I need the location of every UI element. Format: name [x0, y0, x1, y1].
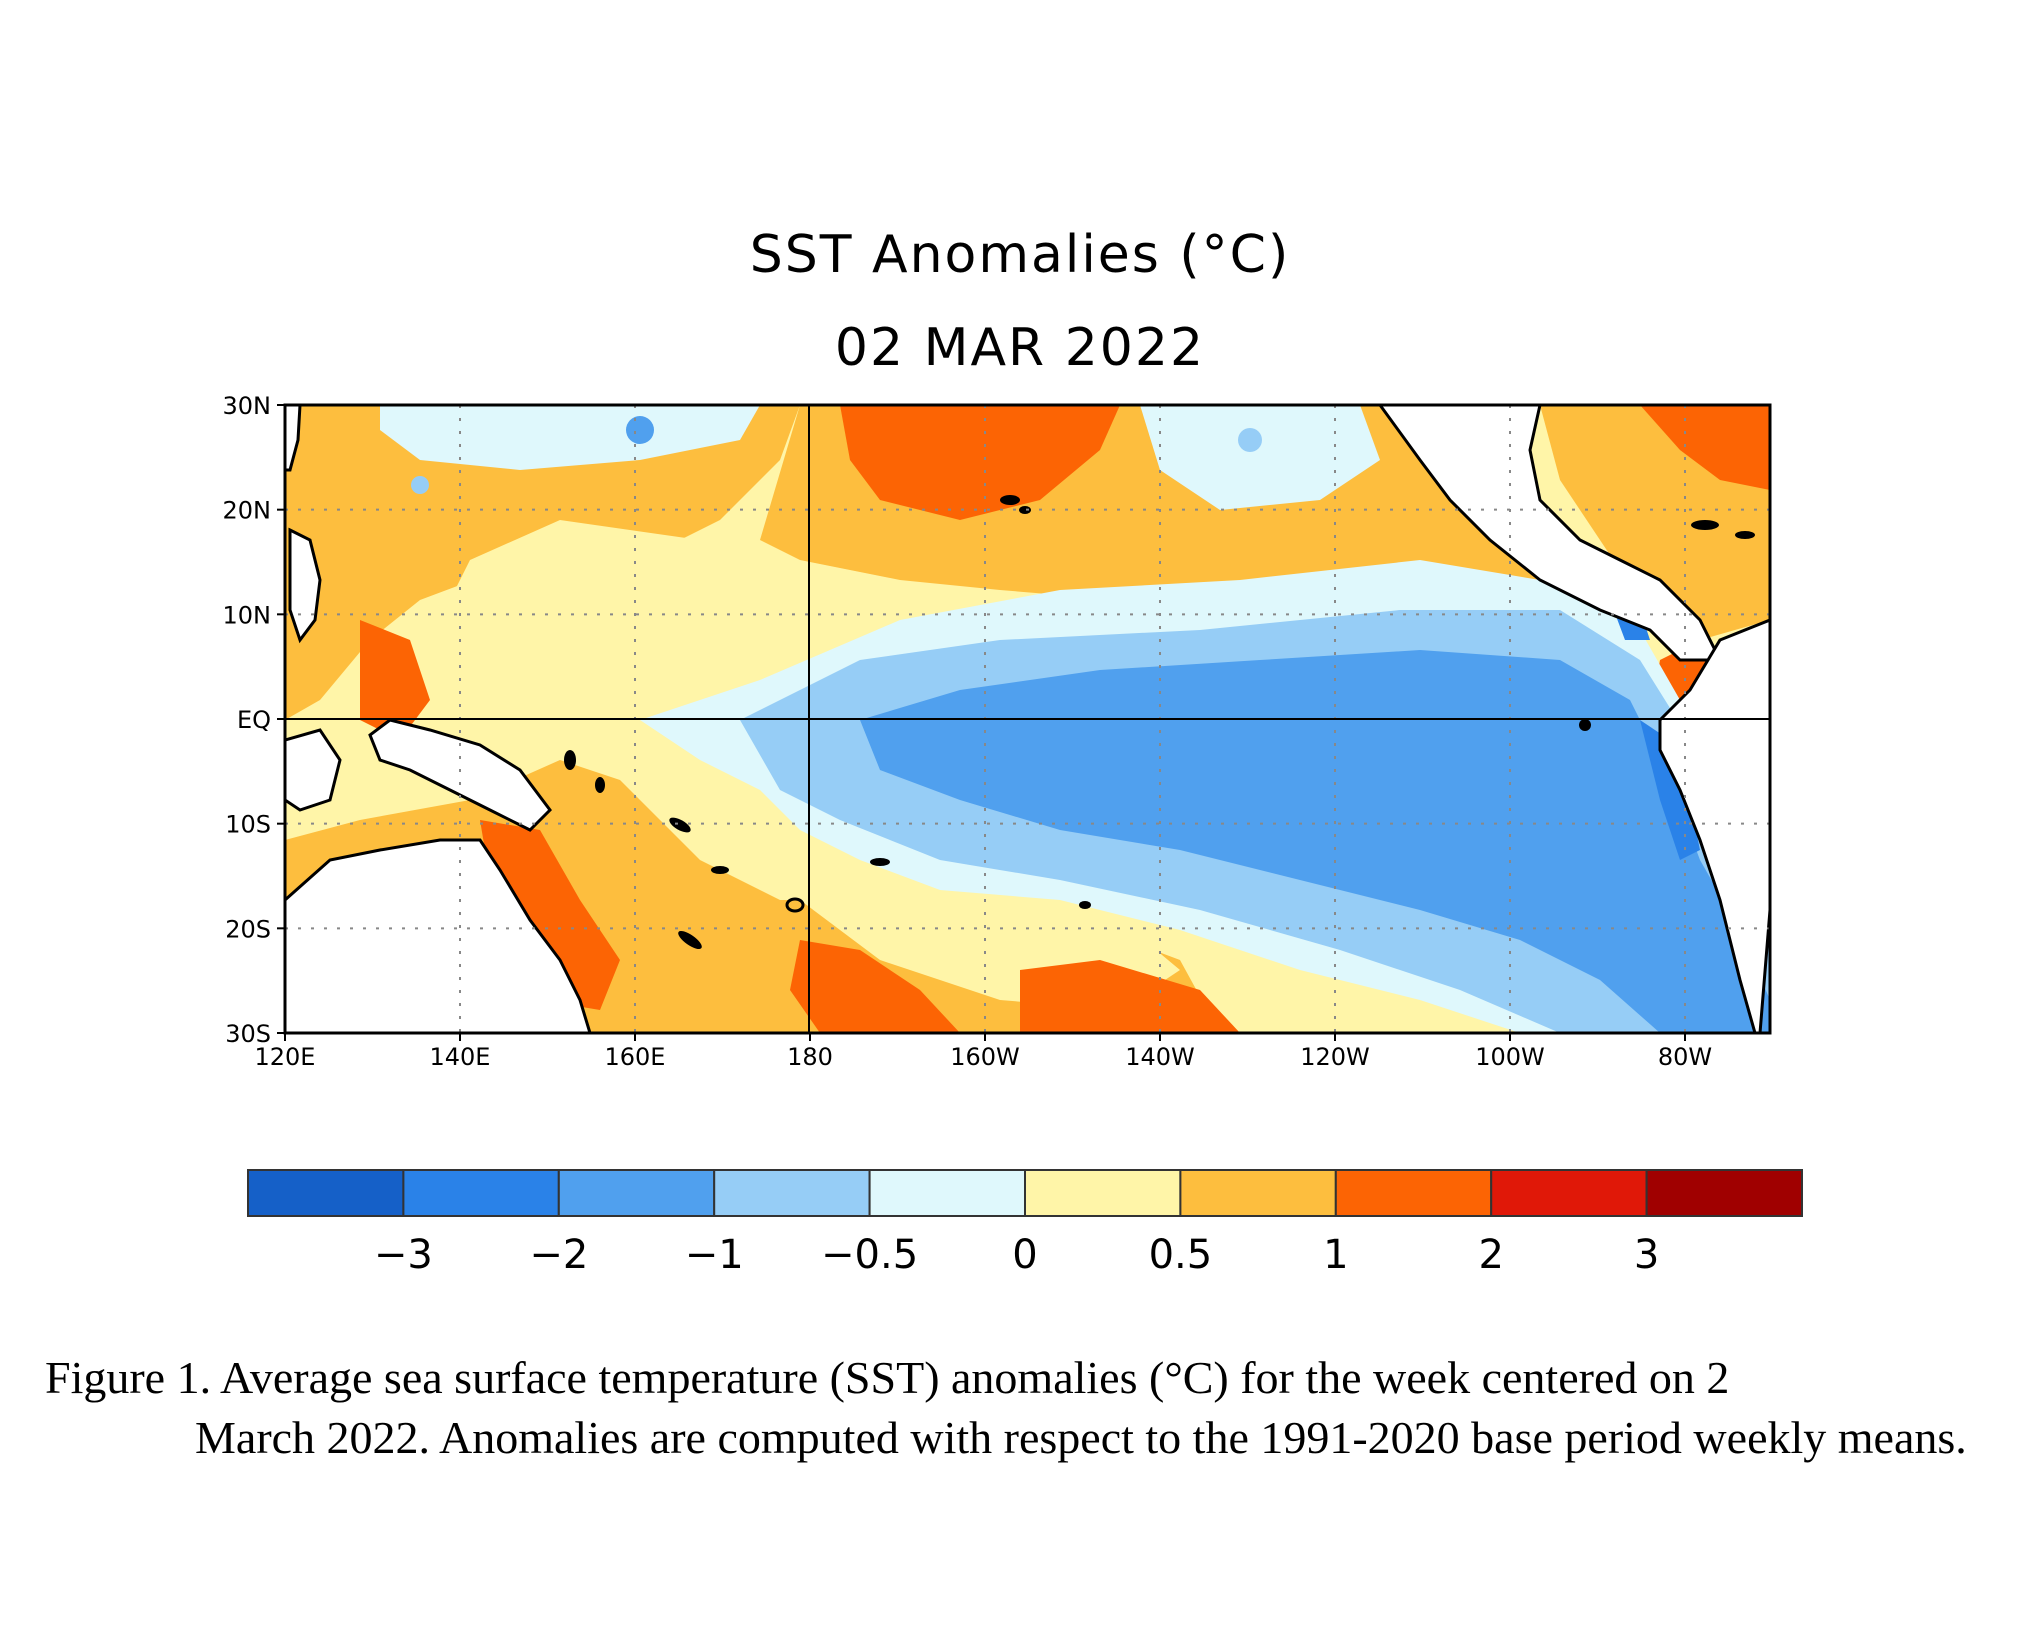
longitude-labels: 120E 140E 160E 180 160W 140W 120W 100W 80W	[255, 1033, 1712, 1071]
colorbar-label: 2	[1478, 1232, 1503, 1278]
strong-warm-region	[360, 620, 430, 740]
map-date: 02 MAR 2022	[834, 318, 1206, 378]
colorbar-label: 0.5	[1149, 1232, 1213, 1278]
colorbar-swatch	[247, 1169, 405, 1217]
island-caribbean	[1735, 531, 1755, 539]
land-australia	[285, 838, 592, 1033]
colorbar-label: −1	[685, 1232, 744, 1278]
island	[1000, 495, 1020, 505]
colorbar-swatch	[1490, 1169, 1648, 1217]
colorbar-label: −3	[374, 1232, 433, 1278]
strong-warm-region	[1020, 960, 1240, 1033]
colorbar-swatch	[868, 1169, 1026, 1217]
island	[595, 777, 605, 793]
colorbar-label: −0.5	[821, 1232, 918, 1278]
colorbar-label: 0	[1012, 1232, 1037, 1278]
colorbar-labels: −3 −2 −1 −0.5 0 0.5 1 2 3	[374, 1232, 1659, 1278]
land-indonesia	[285, 728, 342, 812]
island	[669, 817, 691, 833]
colorbar-swatch	[402, 1169, 560, 1217]
latitude-tick-label: 30S	[225, 1020, 271, 1048]
cool-anomaly-region	[860, 650, 1770, 1033]
land-asia-taiwan	[285, 405, 302, 472]
colorbar-swatch	[1179, 1169, 1337, 1217]
colorbar-swatch	[713, 1169, 871, 1217]
latitude-tick-label: 30N	[223, 392, 272, 420]
latitude-tick-label: 10S	[225, 811, 271, 839]
colorbar-label: 1	[1323, 1232, 1348, 1278]
figure-caption: Figure 1. Average sea surface temperatur…	[45, 1348, 2005, 1468]
island	[678, 930, 702, 950]
strong-warm-region	[840, 405, 1120, 520]
strong-cool-region	[1640, 720, 1700, 860]
map-title: SST Anomalies (°C)	[749, 225, 1291, 285]
caption-continuation: March 2022. Anomalies are computed with …	[195, 1412, 1967, 1463]
latitude-tick-label: 10N	[223, 601, 272, 629]
island	[870, 858, 890, 866]
island	[564, 750, 576, 770]
latitude-tick-label: EQ	[237, 706, 271, 734]
island-galapagos	[1579, 719, 1591, 731]
longitude-tick-label: 140E	[430, 1043, 491, 1071]
island	[711, 866, 729, 874]
cool-spot	[626, 416, 654, 444]
weak-cool-region	[1140, 405, 1380, 510]
latitude-tick-label: 20S	[225, 915, 271, 943]
island	[1019, 506, 1031, 514]
strong-warm-region	[1640, 405, 1770, 490]
cool-spot	[1238, 428, 1262, 452]
colorbar-swatch	[557, 1169, 716, 1217]
cool-spot	[411, 476, 429, 494]
strong-warm-region	[790, 940, 960, 1033]
colorbar	[247, 1169, 1803, 1217]
land-philippines	[288, 527, 322, 644]
longitude-tick-label: 160E	[605, 1043, 666, 1071]
colorbar-label: −2	[529, 1232, 588, 1278]
longitude-tick-label: 80W	[1658, 1043, 1712, 1071]
island	[785, 897, 805, 913]
longitude-tick-label: 140W	[1125, 1043, 1195, 1071]
colorbar-label: 3	[1634, 1232, 1659, 1278]
longitude-tick-label: 180	[787, 1043, 833, 1071]
land-new-guinea	[368, 718, 552, 832]
island	[1079, 901, 1091, 909]
latitude-tick-label: 20N	[223, 497, 272, 525]
colorbar-swatch	[1334, 1169, 1493, 1217]
weak-warm-region	[440, 520, 780, 700]
island-caribbean	[1691, 520, 1719, 530]
longitude-tick-label: 160W	[950, 1043, 1020, 1071]
caption-first-line: Figure 1. Average sea surface temperatur…	[45, 1352, 1730, 1403]
longitude-tick-label: 120E	[255, 1043, 316, 1071]
latitude-labels: 30N 20N 10N EQ 10S 20S 30S	[223, 392, 285, 1048]
longitude-tick-label: 120W	[1300, 1043, 1370, 1071]
longitude-tick-label: 100W	[1475, 1043, 1545, 1071]
colorbar-swatch	[1024, 1169, 1182, 1217]
weak-cool-region	[380, 405, 760, 470]
colorbar-swatch	[1645, 1169, 1803, 1217]
